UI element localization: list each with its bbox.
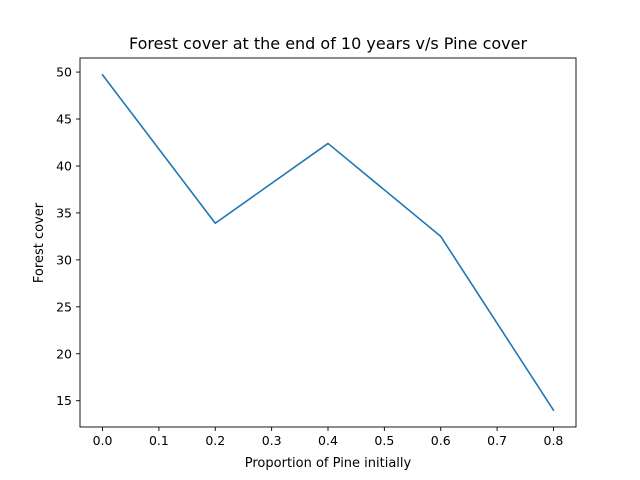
y-tick-label: 45 <box>56 112 72 127</box>
y-tick-label: 50 <box>56 65 72 80</box>
x-tick-label: 0.6 <box>431 433 451 448</box>
y-tick-label: 35 <box>56 205 72 220</box>
x-tick-label: 0.2 <box>205 433 225 448</box>
x-axis-label: Proportion of Pine initially <box>245 456 412 471</box>
x-tick-label: 0.7 <box>487 433 507 448</box>
y-tick-label: 15 <box>56 393 72 408</box>
y-tick-label: 20 <box>56 346 72 361</box>
chart-title: Forest cover at the end of 10 years v/s … <box>129 34 528 53</box>
y-axis-label: Forest cover <box>32 202 47 283</box>
x-tick-label: 0.0 <box>93 433 113 448</box>
x-tick-label: 0.3 <box>262 433 282 448</box>
y-tick-label: 40 <box>56 158 72 173</box>
x-tick-label: 0.1 <box>149 433 169 448</box>
x-axis-ticks: 0.0 0.1 0.2 0.3 0.4 0.5 0.6 0.7 0.8 <box>93 427 564 448</box>
y-tick-label: 30 <box>56 252 72 267</box>
y-tick-label: 25 <box>56 299 72 314</box>
y-axis-ticks: 15 20 25 30 35 40 45 50 <box>56 65 80 408</box>
x-tick-label: 0.4 <box>318 433 338 448</box>
x-tick-label: 0.8 <box>544 433 564 448</box>
x-tick-label: 0.5 <box>374 433 394 448</box>
